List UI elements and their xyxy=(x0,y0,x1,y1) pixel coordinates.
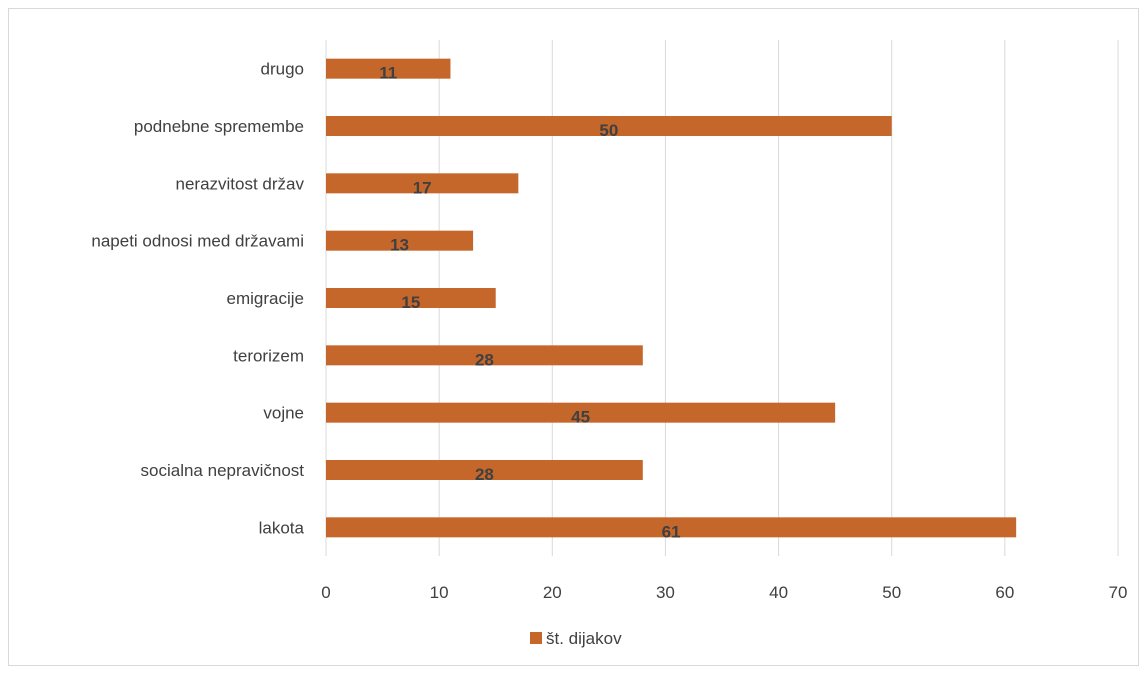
legend-label: št. dijakov xyxy=(546,629,622,648)
data-label: 13 xyxy=(390,236,409,255)
legend: št. dijakov xyxy=(530,629,622,648)
category-label: emigracije xyxy=(227,289,304,308)
x-tick-label: 40 xyxy=(769,583,788,602)
x-tick-label: 70 xyxy=(1109,583,1128,602)
category-label: vojne xyxy=(263,404,304,423)
data-label: 50 xyxy=(599,121,618,140)
x-tick-label: 50 xyxy=(882,583,901,602)
bar xyxy=(326,517,1017,538)
category-labels: lakota socialna nepravičnost vojne terorize… xyxy=(91,60,304,538)
x-tick-labels: 0 10 20 30 40 50 60 70 xyxy=(321,583,1127,602)
data-label: 28 xyxy=(475,465,494,484)
category-label: drugo xyxy=(261,60,304,79)
category-label: napeti odnosi med državami xyxy=(91,232,304,251)
bar xyxy=(326,402,836,423)
bar xyxy=(326,173,519,194)
legend-swatch xyxy=(530,632,542,644)
category-label: terorizem xyxy=(233,346,304,365)
x-tick-label: 0 xyxy=(321,583,330,602)
bar xyxy=(326,230,474,251)
category-label: lakota xyxy=(259,518,305,537)
bars xyxy=(326,58,1017,538)
bar xyxy=(326,345,643,366)
data-label: 15 xyxy=(401,293,420,312)
x-tick-label: 30 xyxy=(656,583,675,602)
data-labels: 61 28 45 28 15 13 17 50 11 xyxy=(379,64,680,542)
data-label: 17 xyxy=(413,178,432,197)
bar xyxy=(326,58,451,79)
category-label: socialna nepravičnost xyxy=(141,461,305,480)
data-label: 28 xyxy=(475,350,494,369)
data-label: 11 xyxy=(379,64,397,83)
category-label: podnebne spremembe xyxy=(134,117,304,136)
category-label: nerazvitost držav xyxy=(176,174,305,193)
bar xyxy=(326,460,643,480)
x-tick-label: 20 xyxy=(543,583,562,602)
bar xyxy=(326,288,496,308)
bar xyxy=(326,116,892,136)
data-label: 61 xyxy=(662,522,681,541)
x-tick-label: 10 xyxy=(430,583,449,602)
x-tick-label: 60 xyxy=(995,583,1014,602)
data-label: 45 xyxy=(571,408,590,427)
